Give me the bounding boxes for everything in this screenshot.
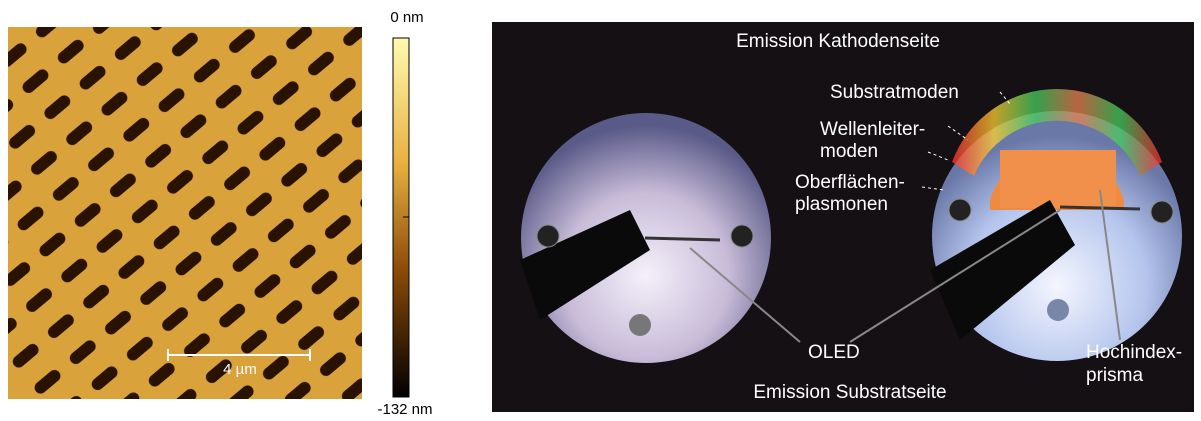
prism-glow — [1000, 150, 1116, 208]
hole — [629, 314, 651, 336]
oled-substrate — [645, 238, 720, 240]
hole — [1047, 299, 1069, 321]
label-plasmons: plasmonen — [795, 194, 888, 215]
screw — [731, 225, 753, 247]
afm-holes — [8, 27, 362, 399]
scale-bar-label: 4 µm — [223, 361, 257, 378]
label-prism: Hochindex- — [1086, 342, 1182, 363]
screw — [1151, 201, 1173, 223]
label-substrate-modes: Substratmoden — [830, 82, 959, 103]
colorbar-bottom-label: -132 nm — [377, 401, 432, 418]
label-waveguide: Wellenleiter- — [820, 119, 925, 140]
page: 4 µm 0 nm -132 nm Emission Kathodenseite… — [0, 0, 1201, 421]
screw — [949, 199, 971, 221]
colorbar-top-label: 0 nm — [390, 9, 423, 26]
oled-substrate — [1060, 207, 1140, 209]
label-cathode: Emission Kathodenseite — [736, 31, 940, 52]
label-substrate-side: Emission Substratseite — [753, 382, 946, 403]
label-prism: prisma — [1086, 365, 1143, 386]
label-waveguide: moden — [820, 141, 878, 162]
label-oled: OLED — [808, 342, 860, 363]
label-plasmons: Oberflächen- — [795, 172, 905, 193]
screw — [537, 225, 559, 247]
figure: 4 µm 0 nm -132 nm Emission Kathodenseite… — [0, 0, 1201, 421]
